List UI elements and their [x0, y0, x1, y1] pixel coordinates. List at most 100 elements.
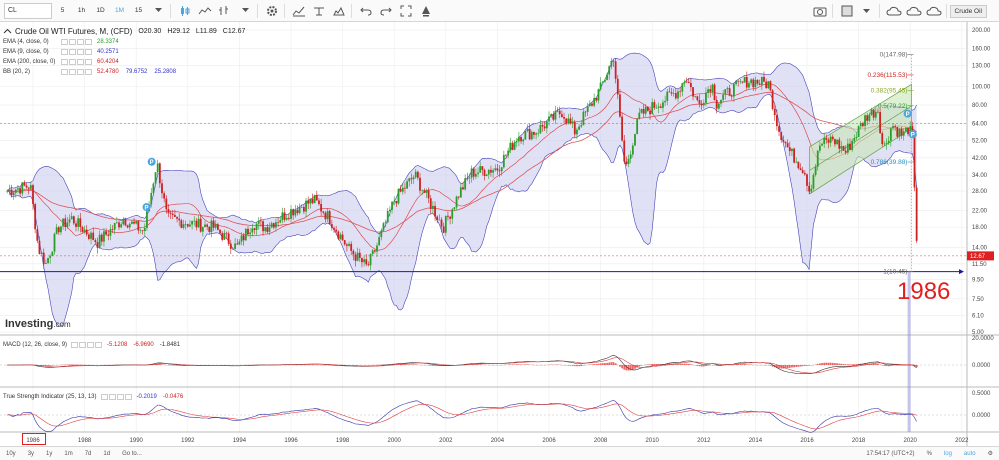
percent-toggle[interactable]: % [926, 450, 932, 457]
alert-icon[interactable] [330, 3, 348, 19]
tsi-settings-boxes[interactable] [100, 394, 133, 400]
candle-body [174, 215, 176, 217]
candle-body [457, 196, 460, 198]
candle-body [395, 201, 398, 204]
candle-body [10, 189, 13, 196]
line-chart-icon[interactable] [196, 3, 214, 19]
compare-icon[interactable] [310, 3, 328, 19]
x-axis-label: 2010 [646, 438, 660, 444]
log-toggle[interactable]: log [943, 450, 952, 457]
candle-body [98, 234, 101, 248]
candle-body [182, 224, 185, 228]
range-1d[interactable]: 1d [103, 450, 111, 457]
x-axis-label: 2000 [388, 438, 402, 444]
clock: 17:54:17 (UTC+2) [866, 450, 915, 457]
candle-body [103, 231, 105, 242]
candle-body [167, 209, 170, 213]
chart-canvas[interactable]: 200.00 160.00 130.00 100.00 80.00 64.00 52.00 4… [0, 22, 999, 446]
ohlc-high: H29.12 [167, 27, 190, 35]
collapse-icon[interactable] [3, 28, 12, 35]
candle-body [451, 209, 454, 219]
candle-body [12, 192, 15, 196]
candle-body [896, 127, 899, 137]
candle-body [722, 94, 725, 100]
range-10y[interactable]: 10y [6, 450, 16, 457]
macd-histogram-bar [627, 365, 630, 371]
macd-histogram-bar [477, 364, 479, 365]
candle-body [619, 94, 621, 117]
chevron-down-icon[interactable] [149, 3, 167, 19]
symbol-input[interactable]: CL [4, 2, 52, 19]
interval-1d-button[interactable]: 1D [96, 6, 105, 14]
macd-settings-boxes[interactable] [71, 342, 103, 348]
candle-body [466, 178, 469, 179]
candle-body [543, 126, 546, 129]
candle-body [537, 133, 540, 134]
interval-15-button[interactable]: 15 [134, 6, 143, 14]
macd-histogram-bar [776, 365, 778, 368]
indicator-settings-boxes[interactable] [61, 59, 93, 65]
candle-body [436, 216, 439, 221]
indicator-row[interactable]: EMA (200, close, 0) 60.4204 [3, 57, 245, 67]
indicator-row[interactable]: BB (20, 2) 52.4780 79.6752 25.2808 [3, 67, 245, 77]
candle-body [337, 231, 340, 239]
candle-body [444, 215, 447, 233]
candle-body [791, 148, 793, 152]
candle-body [464, 178, 467, 190]
macd-histogram-bar [432, 365, 434, 366]
chevron-down-icon[interactable] [858, 3, 876, 19]
draw-tools-icon[interactable] [417, 3, 435, 19]
macd-histogram-bar [156, 363, 159, 365]
gear-icon[interactable] [263, 3, 281, 19]
interval-1h-button[interactable]: 1h [77, 6, 86, 14]
candle-body [907, 127, 909, 134]
auto-toggle[interactable]: auto [963, 450, 976, 457]
macd-histogram-bar [526, 364, 529, 365]
bars-icon[interactable] [216, 3, 234, 19]
candle-body [490, 169, 492, 173]
indicator-row[interactable]: EMA (4, close, 0) 28.3374 [3, 37, 245, 47]
range-1y[interactable]: 1y [46, 450, 53, 457]
interval-5m-button[interactable]: 5 [60, 6, 65, 14]
candle-body [285, 217, 288, 220]
indicator-settings-boxes[interactable] [61, 39, 93, 45]
candle-body [717, 103, 720, 109]
macd-histogram-bar [393, 364, 396, 365]
candle-body [838, 139, 841, 149]
range-3y[interactable]: 3y [27, 450, 35, 457]
candle-body [373, 250, 376, 252]
range-7d[interactable]: 7d [84, 450, 92, 457]
indicator-settings-boxes[interactable] [61, 49, 93, 55]
macd-histogram-bar [659, 364, 662, 365]
candle-body [640, 109, 643, 113]
candle-body [756, 79, 759, 84]
macd-histogram-bar [42, 365, 45, 367]
goto-date-button[interactable]: Go to... [122, 450, 142, 457]
template-icon[interactable] [838, 3, 856, 19]
range-1m[interactable]: 1m [64, 450, 73, 457]
cloud-icon[interactable] [925, 3, 943, 19]
macd-histogram-bar [524, 364, 527, 365]
candle-body [85, 229, 88, 235]
candle-body [567, 118, 570, 123]
candle-body [270, 223, 273, 228]
indicator-value: 52.4780 [97, 69, 119, 75]
indicator-row[interactable]: EMA (9, close, 0) 40.2571 [3, 47, 245, 57]
chart-layout-select[interactable]: Crude Oil [949, 4, 987, 18]
gear-icon[interactable]: ⚙ [987, 451, 993, 457]
cloud-save-icon[interactable] [885, 3, 903, 19]
candle-body [814, 166, 817, 175]
candle-body [610, 60, 613, 67]
fullscreen-icon[interactable] [397, 3, 415, 19]
redo-icon[interactable] [377, 3, 395, 19]
cloud-load-icon[interactable] [905, 3, 923, 19]
undo-icon[interactable] [357, 3, 375, 19]
indicators-icon[interactable] [290, 3, 308, 19]
candle-body [685, 81, 688, 83]
interval-1m-button[interactable]: 1M [115, 6, 125, 14]
camera-icon[interactable] [811, 3, 829, 19]
candles-icon[interactable] [176, 3, 194, 19]
chevron-down-icon[interactable] [236, 3, 254, 19]
candle-body [892, 126, 894, 129]
indicator-settings-boxes[interactable] [61, 69, 93, 75]
